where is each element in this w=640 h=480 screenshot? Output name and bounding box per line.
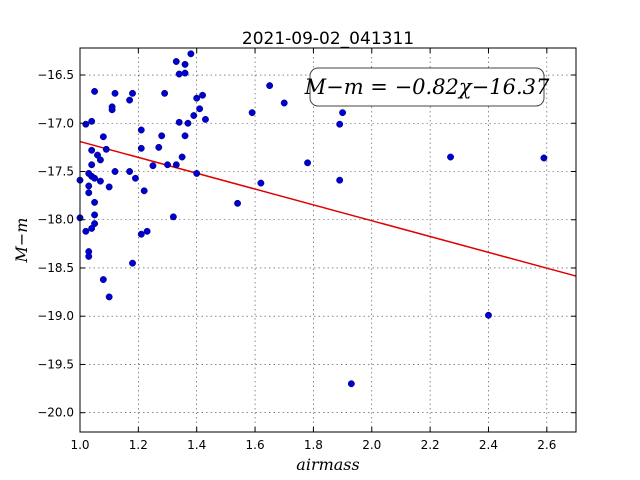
data-point: [339, 109, 347, 117]
data-point: [88, 117, 96, 125]
data-point: [85, 182, 93, 190]
data-point: [175, 118, 183, 126]
data-point: [280, 99, 288, 107]
x-tick-label: 2.6: [537, 438, 556, 452]
data-point: [178, 153, 186, 161]
data-point: [91, 198, 99, 206]
data-point: [175, 70, 183, 78]
data-point: [149, 162, 157, 170]
x-tick-label: 2.0: [362, 438, 381, 452]
data-point: [202, 115, 209, 123]
data-point: [447, 153, 454, 161]
data-point: [143, 227, 151, 235]
data-point: [96, 156, 104, 164]
data-point: [137, 230, 145, 238]
axis-ticks: 1.0 1.2 1.4 1.6 1.8 2.0 2.2 2.4 2.6 −16.5 −17.0 −17…: [37, 48, 576, 452]
data-point: [266, 82, 274, 90]
fit-equation-annotation: M−m = −0.82χ−16.37: [304, 67, 550, 107]
y-tick-label: −19.5: [37, 357, 74, 371]
data-point: [181, 60, 189, 68]
x-tick-label: 1.6: [246, 438, 265, 452]
data-point: [105, 183, 113, 191]
data-point: [248, 109, 256, 117]
annotation-text: M−m = −0.82χ−16.37: [304, 75, 550, 99]
data-point: [85, 252, 93, 260]
y-tick-label: −17.5: [37, 164, 74, 178]
data-point: [111, 168, 119, 175]
data-point: [131, 174, 139, 182]
data-point: [190, 112, 198, 119]
y-tick-label: −16.5: [37, 68, 74, 82]
data-point: [99, 276, 107, 284]
data-point: [540, 154, 548, 162]
data-point: [347, 380, 355, 388]
data-point: [161, 89, 169, 97]
data-point: [234, 199, 242, 207]
data-point: [88, 146, 96, 154]
data-point: [111, 89, 119, 97]
y-tick-label: −18.5: [37, 261, 74, 275]
data-point: [91, 211, 99, 219]
data-point: [336, 120, 344, 128]
x-tick-label: 1.0: [70, 438, 89, 452]
y-axis-label: M−m: [12, 218, 31, 264]
data-point: [193, 169, 201, 177]
data-point: [257, 179, 265, 187]
y-tick-label: −20.0: [37, 406, 74, 420]
x-tick-label: 1.2: [129, 438, 148, 452]
data-point: [105, 293, 113, 301]
data-point: [108, 106, 116, 114]
data-point: [196, 105, 204, 113]
data-point: [187, 50, 195, 58]
annotation-box: [309, 67, 545, 107]
data-point: [88, 161, 96, 169]
data-point: [155, 143, 163, 151]
data-point: [96, 177, 104, 185]
data-point: [336, 176, 344, 184]
data-point: [126, 96, 134, 104]
fit-line: [79, 140, 577, 277]
data-point: [99, 133, 107, 141]
data-point: [129, 259, 136, 267]
data-point: [193, 94, 201, 102]
data-points: [76, 50, 548, 388]
data-point: [485, 311, 492, 319]
fit-line-group: [79, 140, 577, 277]
data-point: [181, 132, 189, 140]
data-point: [137, 144, 145, 152]
data-point: [102, 145, 110, 153]
data-point: [184, 119, 192, 127]
data-point: [164, 161, 171, 169]
data-point: [158, 132, 166, 140]
data-point: [85, 189, 93, 197]
y-tick-label: −19.0: [37, 309, 74, 323]
data-point: [169, 213, 177, 221]
x-tick-label: 1.4: [187, 438, 206, 452]
chart-title: 2021-09-02_041311: [242, 29, 414, 49]
data-point: [126, 168, 134, 175]
data-point: [129, 89, 136, 97]
x-tick-label: 1.8: [304, 438, 323, 452]
y-tick-label: −17.0: [37, 116, 74, 130]
data-point: [199, 91, 206, 99]
x-tick-label: 2.4: [479, 438, 498, 452]
data-point: [304, 159, 312, 167]
x-tick-label: 2.2: [421, 438, 440, 452]
plot-frame: [79, 47, 577, 433]
data-point: [172, 161, 180, 169]
data-point: [82, 120, 90, 128]
data-point: [91, 87, 99, 95]
data-point: [137, 126, 145, 134]
x-axis-label: airmass: [296, 455, 359, 474]
y-tick-label: −18.0: [37, 213, 74, 227]
data-point: [172, 58, 180, 65]
data-point: [82, 227, 90, 235]
data-point: [181, 69, 189, 77]
data-point: [91, 220, 99, 228]
data-point: [91, 174, 99, 182]
data-point: [140, 187, 148, 195]
